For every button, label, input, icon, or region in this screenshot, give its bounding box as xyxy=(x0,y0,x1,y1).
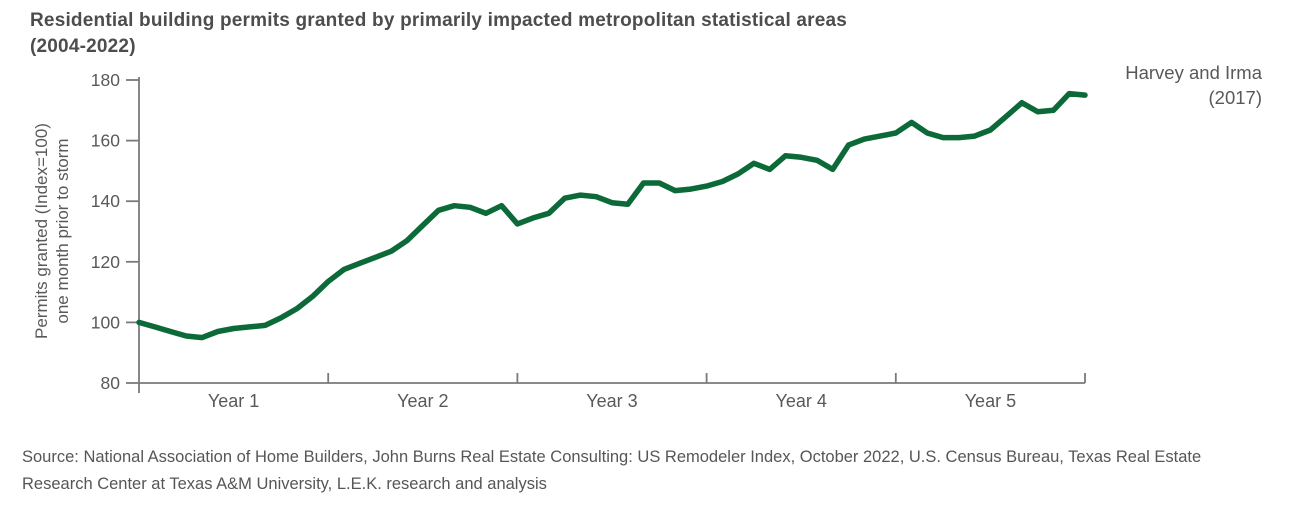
y-tick-label: 80 xyxy=(101,373,121,393)
chart-title-line2: (2004-2022) xyxy=(30,36,136,57)
annotation-harvey-irma: Harvey and Irma (2017) xyxy=(1042,60,1262,110)
x-year-label: Year 3 xyxy=(586,391,637,411)
chart-title-line1: Residential building permits granted by … xyxy=(30,10,848,31)
y-tick-label: 180 xyxy=(91,70,120,90)
permits-index-line xyxy=(136,90,1088,341)
x-year-label: Year 2 xyxy=(397,391,448,411)
annotation-line1: Harvey and Irma xyxy=(1125,62,1262,83)
x-year-label: Year 4 xyxy=(776,391,827,411)
y-tick-label: 120 xyxy=(91,252,120,272)
annotation-line2: (2017) xyxy=(1208,87,1262,108)
y-tick-label: 160 xyxy=(91,131,120,151)
x-year-label: Year 5 xyxy=(965,391,1016,411)
chart-title: Residential building permits granted by … xyxy=(30,8,1020,60)
y-tick-label: 140 xyxy=(91,191,120,211)
line-chart-plot-area: 80 100 120 140 160 180 Year 1 Year 2 Year 3 Year … xyxy=(91,70,1088,411)
source-note: Source: National Association of Home Bui… xyxy=(22,448,1202,493)
y-tick-label: 100 xyxy=(91,312,120,332)
x-year-label: Year 1 xyxy=(208,391,259,411)
